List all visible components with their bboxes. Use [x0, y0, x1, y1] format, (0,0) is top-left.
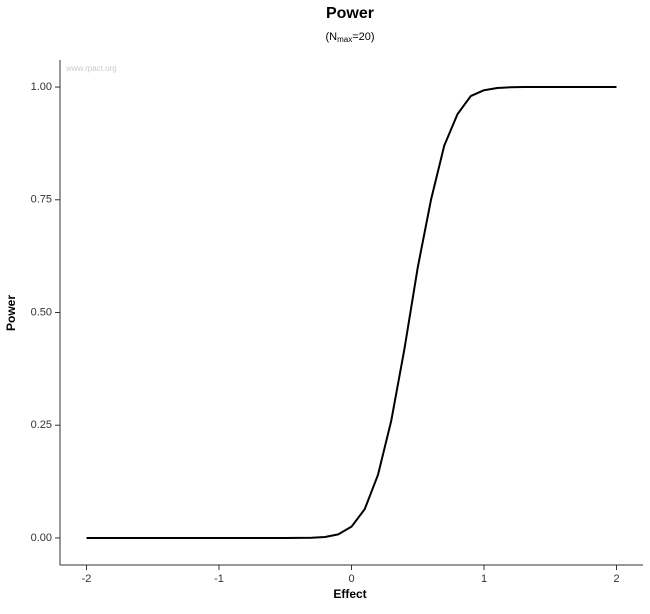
subtitle-part: (N: [325, 31, 337, 43]
x-axis-label: Effect: [333, 587, 366, 601]
power-line: [86, 86, 617, 539]
subtitle-part: =20): [352, 31, 374, 43]
chart-title: Power: [326, 5, 374, 22]
x-tick-label: 2: [613, 573, 619, 585]
subtitle-subscript: max: [337, 35, 352, 44]
x-tick-label: -2: [82, 573, 92, 585]
y-tick-label: 0.50: [31, 306, 52, 318]
y-tick-label: 0.75: [31, 194, 52, 206]
y-tick-label: 1.00: [31, 81, 52, 93]
chart-subtitle: (Nmax=20): [325, 31, 374, 44]
y-tick-label: 0.00: [31, 532, 52, 544]
y-tick-label: 0.25: [31, 419, 52, 431]
x-tick-label: 1: [481, 573, 487, 585]
watermark: www.rpact.org: [65, 64, 117, 73]
x-tick-label: -1: [214, 573, 224, 585]
y-axis-label: Power: [4, 295, 18, 331]
x-tick-label: 0: [348, 573, 354, 585]
